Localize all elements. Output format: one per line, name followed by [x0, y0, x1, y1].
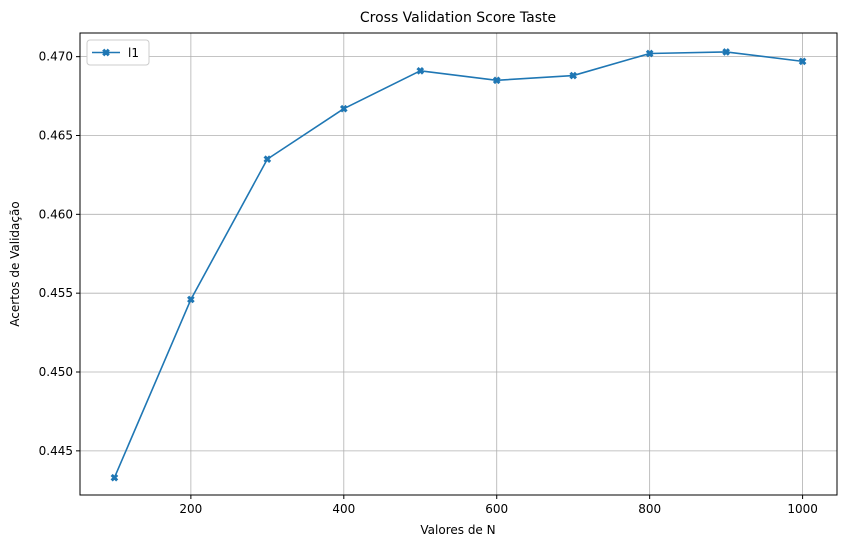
x-tick-label-0: 200	[179, 502, 202, 516]
data-point-8	[722, 48, 730, 56]
y-tick-label-1: 0.450	[39, 365, 73, 379]
data-point-2	[263, 155, 272, 163]
data-point-7	[645, 49, 654, 58]
data-point-5	[492, 76, 501, 85]
y-tick-label-3: 0.460	[39, 207, 73, 221]
series-line-0	[113, 51, 804, 479]
series-l1	[110, 48, 807, 482]
y-tick-label-0: 0.445	[39, 444, 73, 458]
data-point-3	[339, 104, 348, 113]
legend-label-l1: l1	[128, 46, 139, 60]
y-tick-label-4: 0.465	[39, 128, 73, 142]
y-tick-label-2: 0.455	[39, 286, 73, 300]
plot-frame	[79, 32, 838, 496]
x-tick-label-3: 800	[638, 502, 661, 516]
x-tick-label-2: 600	[485, 502, 508, 516]
legend-marker-l1	[102, 48, 110, 57]
x-axis-ticks: 200 400 600 800 1000	[179, 495, 818, 516]
data-point-4	[416, 67, 425, 75]
y-axis-ticks: 0.445 0.450 0.455 0.460 0.465 0.470	[39, 50, 80, 458]
legend-marker-shape	[102, 48, 110, 57]
data-point-1	[187, 295, 195, 304]
y-tick-label-5: 0.470	[39, 50, 73, 64]
chart-title: Cross Validation Score Taste	[360, 10, 556, 26]
plot-area-border	[79, 32, 838, 496]
x-tick-label-1: 400	[332, 502, 355, 516]
grid-lines	[80, 33, 837, 495]
y-axis-label: Acertos de Validação	[8, 201, 22, 326]
data-point-9	[798, 57, 807, 66]
x-axis-label: Valores de N	[420, 523, 495, 537]
data-point-6	[569, 71, 578, 80]
data-point-0	[110, 473, 119, 482]
legend: l1	[86, 39, 150, 66]
x-tick-label-4: 1000	[787, 502, 818, 516]
